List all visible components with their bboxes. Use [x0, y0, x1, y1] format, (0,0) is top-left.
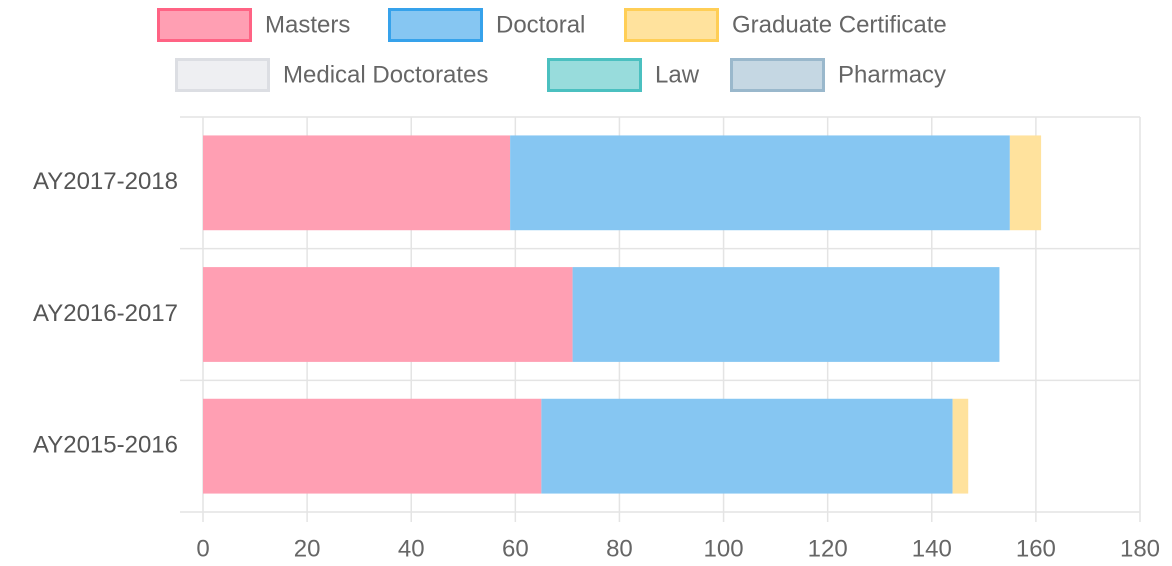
legend-swatch: [157, 8, 252, 42]
x-tick-label: 140: [912, 535, 952, 562]
legend-label: Doctoral: [496, 11, 585, 38]
x-tick-label: 0: [196, 535, 209, 562]
legend-label: Medical Doctorates: [283, 61, 488, 88]
legend-label: Masters: [265, 11, 350, 38]
bar-segment: [541, 398, 953, 494]
legend-swatch: [624, 8, 719, 42]
bar-segment: [203, 135, 511, 231]
legend-swatch: [175, 58, 270, 92]
y-tick-label: AY2015-2016: [33, 432, 178, 459]
legend-swatch: [388, 8, 483, 42]
bar-segment: [952, 398, 969, 494]
bar-segment: [203, 267, 573, 362]
x-tick-label: 160: [1016, 535, 1056, 562]
x-tick-label: 60: [502, 535, 529, 562]
legend-label: Pharmacy: [838, 61, 946, 88]
y-tick-label: AY2016-2017: [33, 300, 178, 327]
x-tick-label: 40: [398, 535, 425, 562]
x-tick-label: 100: [704, 535, 744, 562]
bar-segment: [203, 398, 542, 494]
bar-segment: [510, 135, 1010, 231]
y-tick-label: AY2017-2018: [33, 168, 178, 195]
x-tick-label: 180: [1120, 535, 1160, 562]
x-tick-label: 80: [606, 535, 633, 562]
legend-label: Law: [655, 61, 700, 88]
x-tick-label: 120: [808, 535, 848, 562]
bar-segment: [572, 267, 1000, 362]
bar-segment: [1009, 135, 1042, 231]
x-tick-label: 20: [294, 535, 321, 562]
legend-label: Graduate Certificate: [732, 11, 947, 38]
legend-swatch: [730, 58, 825, 92]
legend-swatch: [547, 58, 642, 92]
